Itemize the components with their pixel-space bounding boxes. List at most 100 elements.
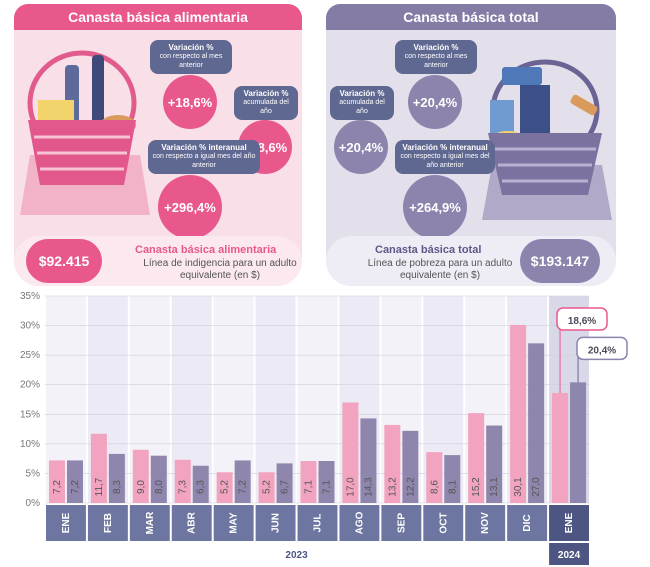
- x-tick-label: ENE: [61, 512, 72, 533]
- label: Variación %: [168, 43, 214, 52]
- x-tick-label: SEP: [396, 513, 407, 533]
- value-label: 13,1: [489, 477, 500, 497]
- value-label: 7,1: [322, 480, 333, 494]
- x-tick-label: NOV: [480, 512, 491, 534]
- variation-value: +296,4%: [158, 175, 222, 239]
- y-tick-label: 0%: [26, 498, 41, 509]
- value-label: 8,1: [447, 480, 458, 494]
- x-tick-label: MAR: [145, 511, 156, 535]
- bar: [510, 324, 527, 503]
- x-tick-label: JUL: [313, 514, 324, 533]
- bar: [48, 460, 65, 503]
- bar: [468, 413, 485, 503]
- bar: [570, 382, 587, 503]
- detail: con respecto al mes anterior: [159, 53, 223, 69]
- value-label: 20,4%: [588, 345, 616, 356]
- bar: [216, 472, 233, 503]
- x-tick-label: OCT: [438, 512, 449, 533]
- x-tick-label: JUN: [271, 513, 282, 533]
- value-label: 6,7: [280, 480, 291, 494]
- x-tick-label: MAY: [229, 512, 240, 534]
- basket-illustration: [482, 59, 612, 220]
- value-label: 7,3: [178, 480, 189, 494]
- bar: [444, 455, 461, 503]
- bar: [258, 472, 275, 503]
- value-label: 6,3: [196, 480, 207, 494]
- y-tick-label: 30%: [20, 321, 40, 332]
- month-cell: [423, 505, 464, 541]
- month-cell: [87, 505, 128, 541]
- month-cell: [549, 505, 589, 541]
- callout-box: [576, 336, 628, 361]
- variation-label: Variación % acumulada del año: [330, 86, 394, 120]
- variation-value: +20,4%: [408, 75, 462, 129]
- callout-box: [556, 307, 608, 331]
- basket-name: Canasta básica alimentaria: [135, 244, 277, 256]
- x-tick-label: AGO: [354, 511, 365, 534]
- month-cell: [507, 505, 548, 541]
- value-label: 30,1: [513, 477, 524, 497]
- panel-title: Canasta básica alimentaria: [14, 4, 302, 30]
- bar: [342, 402, 359, 503]
- variation-label: Variación % con respecto al mes anterior: [150, 40, 232, 74]
- bar: [108, 453, 125, 503]
- bar: [174, 459, 191, 503]
- month-cell: [339, 505, 380, 541]
- variation-label: Variación % interanual con respecto a igu…: [148, 140, 260, 174]
- month-cell: [213, 505, 254, 541]
- value-label: 5,2: [220, 480, 231, 494]
- bar: [552, 392, 569, 503]
- variation-label: Variación % con respecto al mes anterior: [395, 40, 477, 74]
- value-label: 14,3: [363, 477, 374, 497]
- month-cell: [381, 505, 422, 541]
- y-tick-label: 35%: [20, 291, 40, 302]
- bar: [276, 463, 293, 503]
- basket-illustration: [20, 50, 150, 215]
- y-tick-label: 15%: [20, 409, 40, 420]
- detail: con respecto a igual mes del año anterio…: [152, 153, 256, 169]
- label: Variación %: [339, 89, 385, 98]
- bar: [384, 424, 401, 503]
- label: Variación %: [413, 43, 459, 52]
- value-label: 7,1: [304, 480, 315, 494]
- x-tick-label: FEB: [103, 513, 114, 533]
- label: Variación %: [243, 89, 289, 98]
- bar: [150, 455, 167, 503]
- bar: [300, 461, 317, 503]
- basket-description: Línea de pobreza para un adulto equivale…: [367, 258, 513, 281]
- year-label: 2023: [285, 550, 308, 561]
- variation-label: Variación % interanual con respecto a igu…: [395, 140, 495, 174]
- y-tick-label: 10%: [20, 439, 40, 450]
- value-label: 8,6: [429, 480, 440, 494]
- price: $193.147: [520, 239, 600, 283]
- year-label: 2024: [558, 550, 581, 561]
- month-cell: [465, 505, 506, 541]
- value-label: 7,2: [238, 480, 249, 494]
- price: $92.415: [26, 239, 102, 283]
- variation-value: +264,9%: [403, 175, 467, 239]
- bar: [234, 460, 251, 503]
- x-tick-label: DIC: [522, 514, 533, 531]
- value-label: 7,2: [70, 480, 81, 494]
- bar: [360, 418, 377, 503]
- value-label: 13,2: [387, 477, 398, 497]
- x-tick-label: ENE: [564, 512, 575, 533]
- bar: [132, 449, 149, 503]
- value-label: 12,2: [405, 477, 416, 497]
- bar: [486, 425, 503, 503]
- value-label: 8,3: [112, 480, 123, 494]
- label: Variación % interanual: [402, 143, 488, 152]
- month-cell: [255, 505, 296, 541]
- month-cell: [297, 505, 338, 541]
- bar: [318, 461, 335, 503]
- bar: [66, 460, 83, 503]
- value-label: 15,2: [471, 477, 482, 497]
- detail: con respecto al mes anterior: [404, 53, 468, 69]
- bar: [90, 433, 107, 503]
- basket-description: Línea de indigencia para un adulto equiv…: [143, 258, 297, 281]
- value-label: 9,0: [136, 480, 147, 494]
- value-label: 7,2: [52, 480, 63, 494]
- detail: acumulada del año: [243, 99, 289, 115]
